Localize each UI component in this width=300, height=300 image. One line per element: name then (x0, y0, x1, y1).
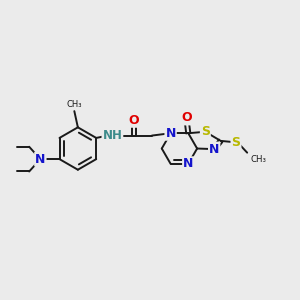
Text: CH₃: CH₃ (67, 100, 82, 109)
Text: NH: NH (103, 129, 122, 142)
Text: O: O (182, 111, 192, 124)
Text: N: N (209, 142, 219, 156)
Text: N: N (183, 157, 194, 170)
Text: O: O (128, 114, 139, 127)
Text: CH₃: CH₃ (251, 155, 267, 164)
Text: S: S (201, 125, 210, 138)
Text: N: N (35, 153, 46, 166)
Text: N: N (165, 127, 176, 140)
Text: S: S (232, 136, 241, 149)
